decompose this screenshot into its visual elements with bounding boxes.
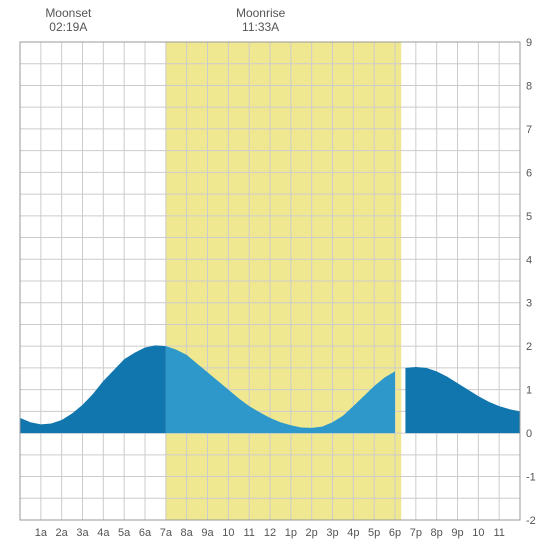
- svg-text:11: 11: [493, 527, 504, 539]
- svg-text:7a: 7a: [160, 527, 173, 539]
- svg-text:3p: 3p: [326, 527, 338, 539]
- svg-text:2p: 2p: [306, 527, 318, 539]
- svg-text:5: 5: [526, 211, 532, 223]
- svg-text:6a: 6a: [139, 527, 152, 539]
- svg-text:6: 6: [526, 167, 532, 179]
- svg-text:10: 10: [472, 527, 484, 539]
- svg-text:9: 9: [526, 37, 532, 49]
- svg-text:1: 1: [526, 385, 532, 397]
- svg-text:2a: 2a: [56, 527, 69, 539]
- tide-chart-svg: -2-101234567891a2a3a4a5a6a7a8a9a1011121p…: [0, 0, 550, 550]
- x-axis-labels: 1a 2a 3a 4a 5a 6a 7a 8a 9a 10 11 12 1p 2p 3p 4p 5p 6p 7p 8p…: [35, 527, 505, 539]
- svg-text:2: 2: [526, 341, 532, 353]
- svg-text:9a: 9a: [201, 527, 214, 539]
- svg-text:1p: 1p: [285, 527, 297, 539]
- svg-text:4p: 4p: [347, 527, 359, 539]
- event-time: 02:19A: [45, 20, 91, 34]
- svg-text:6p: 6p: [389, 527, 401, 539]
- svg-text:5a: 5a: [118, 527, 131, 539]
- svg-text:12: 12: [264, 527, 276, 539]
- svg-text:7p: 7p: [410, 527, 422, 539]
- svg-text:4: 4: [526, 254, 532, 266]
- moonrise-label: Moonrise11:33A: [236, 6, 285, 35]
- moonset-label: Moonset02:19A: [45, 6, 91, 35]
- svg-text:5p: 5p: [368, 527, 380, 539]
- svg-text:9p: 9p: [451, 527, 463, 539]
- svg-text:0: 0: [526, 428, 532, 440]
- svg-text:3: 3: [526, 298, 532, 310]
- svg-text:3a: 3a: [76, 527, 89, 539]
- event-title: Moonrise: [236, 6, 285, 20]
- svg-text:1a: 1a: [35, 527, 48, 539]
- tide-chart: -2-101234567891a2a3a4a5a6a7a8a9a1011121p…: [0, 0, 550, 550]
- svg-text:8: 8: [526, 80, 532, 92]
- svg-text:7: 7: [526, 124, 532, 136]
- svg-text:4a: 4a: [97, 527, 110, 539]
- event-time: 11:33A: [236, 20, 285, 34]
- svg-text:-1: -1: [526, 472, 536, 484]
- event-title: Moonset: [45, 6, 91, 20]
- svg-text:-2: -2: [526, 515, 536, 527]
- svg-text:8p: 8p: [431, 527, 443, 539]
- svg-text:11: 11: [243, 527, 254, 539]
- svg-text:8a: 8a: [181, 527, 194, 539]
- svg-text:10: 10: [222, 527, 234, 539]
